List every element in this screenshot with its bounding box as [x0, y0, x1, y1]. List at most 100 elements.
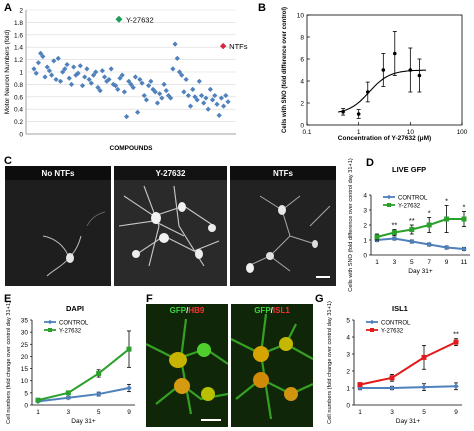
d-significance-star: ** — [409, 216, 415, 225]
b-fit-curve — [338, 69, 426, 113]
d-treated-point — [461, 216, 467, 222]
a-data-point — [121, 89, 127, 95]
a-data-point — [154, 100, 161, 106]
a-data-point — [132, 74, 139, 80]
e-ytick-label: 20 — [21, 354, 29, 361]
e-chart-title: DAPI — [66, 304, 84, 313]
a-data-point — [64, 61, 70, 68]
g-legend-marker — [369, 319, 375, 325]
a-data-point — [198, 92, 205, 99]
e-ytick-label: 0 — [24, 403, 28, 410]
g-treated-point — [357, 382, 363, 388]
g-ytick-label: 1 — [346, 386, 350, 393]
g-significance-star: ** — [453, 330, 459, 339]
panel-letter-d: D — [366, 157, 374, 169]
e-ytick-label: 15 — [21, 366, 29, 373]
a-data-point — [62, 66, 68, 72]
d-treated-point — [391, 230, 397, 235]
g-xtick-label: 3 — [390, 409, 394, 416]
b-data-point — [408, 68, 413, 72]
d-legend-marker — [386, 194, 392, 200]
micrograph-no-ntfs: No NTFs — [5, 166, 111, 286]
d-x-axis-title: Day 31+ — [408, 268, 433, 275]
d-series-line-1 — [376, 218, 464, 238]
e-control-point — [126, 385, 132, 391]
d-control-point — [426, 241, 432, 248]
a-data-point — [161, 81, 167, 87]
a-data-point — [220, 103, 227, 109]
a-data-point — [174, 55, 180, 61]
a-data-point — [106, 76, 112, 83]
a-data-point — [168, 95, 174, 101]
panel-letter-g: G — [315, 293, 324, 305]
a-data-point — [201, 100, 207, 106]
e-xtick-label: 1 — [36, 409, 40, 416]
fluorescence-label-hb9: GFP/HB9 — [169, 306, 205, 315]
a-ytick-label: 1.2 — [14, 57, 23, 64]
fluorescence-label-isl1: GFP/ISL1 — [254, 306, 290, 315]
a-ytick-label: 0.8 — [14, 82, 23, 89]
micrograph-y27632: Y-27632 — [114, 166, 227, 286]
e-series-line-0 — [37, 387, 130, 403]
d-treated-point — [374, 234, 380, 240]
a-data-point — [38, 50, 44, 56]
b-ytick-label: 0 — [300, 123, 304, 130]
a-data-point — [68, 81, 75, 87]
g-ytick-label: 3 — [346, 352, 350, 359]
d-treated-point — [426, 222, 432, 228]
a-annotation-ntfs: NTFs — [229, 42, 248, 51]
d-ytick-label: 2 — [363, 223, 367, 230]
a-data-point — [196, 78, 202, 84]
fluorescence-isl1: GFP/ISL1 — [231, 304, 313, 427]
g-series-line-1 — [359, 341, 457, 386]
a-data-point — [108, 66, 114, 72]
a-data-point — [35, 60, 42, 66]
a-highlight-ntfs — [219, 42, 227, 50]
g-ytick-label: 0 — [346, 403, 350, 410]
a-data-point — [77, 63, 83, 69]
a-annotation-y27632: Y-27632 — [126, 15, 154, 24]
a-data-point — [185, 92, 191, 99]
a-data-point — [139, 80, 145, 86]
a-data-point — [60, 69, 66, 75]
e-control-point — [65, 394, 72, 401]
g-control-point — [389, 385, 395, 391]
g-control-point — [453, 383, 459, 390]
b-data-point — [381, 68, 386, 72]
a-data-point — [119, 72, 125, 78]
d-ytick-label: 4 — [363, 193, 367, 200]
g-legend-label: CONTROL — [381, 321, 411, 327]
e-ytick-label: 35 — [21, 318, 29, 325]
a-ytick-label: 0.6 — [14, 94, 23, 101]
micrograph-ntfs: NTFs — [230, 166, 336, 286]
b-xtick-label: 10 — [407, 129, 415, 136]
a-data-point — [44, 64, 50, 70]
e-ytick-label: 25 — [21, 342, 29, 349]
g-control-point — [421, 384, 427, 390]
a-data-point — [86, 76, 92, 83]
micrograph-ntfs-image — [230, 166, 336, 286]
d-significance-star: * — [428, 209, 431, 218]
d-ytick-label: 0 — [363, 253, 367, 260]
g-y-axis-title: Cell numbers (fold change over control d… — [327, 301, 333, 424]
b-xtick-label: 100 — [457, 129, 468, 136]
e-y-axis-title: Cell numbers (fold change over control d… — [6, 301, 12, 424]
d-control-point — [391, 235, 398, 242]
a-data-point — [117, 75, 123, 81]
g-treated-point — [453, 339, 459, 345]
d-significance-star: * — [463, 203, 466, 212]
b-data-point — [392, 51, 397, 56]
e-legend-label: Y-27632 — [59, 329, 82, 335]
a-data-point — [203, 95, 209, 101]
a-highlight-y27632 — [115, 15, 123, 23]
a-data-point — [42, 74, 48, 80]
a-data-point — [212, 92, 218, 99]
panel-letter-a: A — [4, 2, 12, 14]
a-data-point — [55, 55, 61, 61]
b-data-point — [356, 112, 361, 116]
g-xtick-label: 5 — [422, 409, 426, 416]
a-ytick-label: 1.6 — [14, 32, 23, 39]
a-data-point — [223, 92, 229, 99]
micrograph-y27632-image — [114, 166, 227, 286]
a-data-point — [172, 41, 178, 47]
